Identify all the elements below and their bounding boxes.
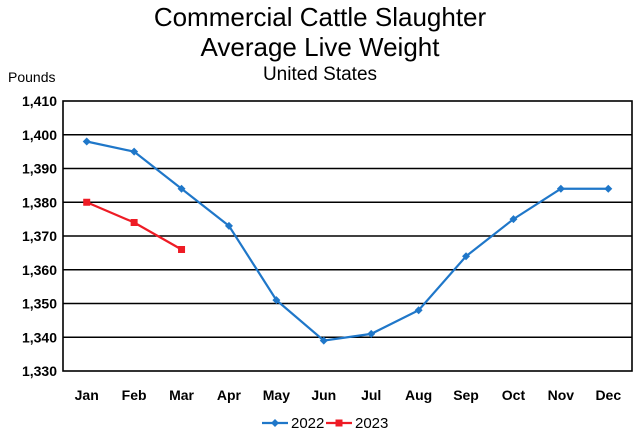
data-point-2022	[462, 252, 471, 261]
chart-title: Commercial Cattle Slaughter	[153, 2, 487, 32]
plot-area	[62, 100, 633, 372]
data-point-2022	[414, 306, 423, 315]
x-tick-label: Mar	[169, 387, 194, 403]
data-point-2022	[224, 221, 233, 230]
y-tick-label: 1,380	[22, 194, 57, 210]
x-tick-label: Jul	[361, 387, 381, 403]
y-tick-label: 1,340	[22, 329, 57, 345]
data-point-2022	[367, 329, 376, 338]
data-point-2022	[82, 137, 91, 146]
series-line-2022	[86, 140, 609, 342]
data-point-2023	[178, 246, 186, 253]
y-tick-label: 1,410	[22, 93, 57, 109]
data-point-2022	[509, 215, 518, 224]
x-tick-label: May	[263, 387, 290, 403]
y-tick-label: 1,330	[22, 363, 57, 379]
y-tick-label: 1,390	[22, 161, 57, 177]
chart-region-subtitle: United States	[262, 64, 378, 85]
data-point-2023	[83, 198, 91, 206]
x-tick-label: Aug	[405, 387, 432, 403]
legend-marker-2022	[271, 419, 279, 427]
legend-label-2022: 2022	[291, 415, 324, 432]
x-tick-label: Jun	[311, 387, 336, 403]
x-tick-label: Feb	[122, 387, 147, 403]
data-point-2022	[272, 296, 281, 305]
data-point-2022	[319, 336, 328, 345]
legend-label-2023: 2023	[355, 415, 388, 432]
y-tick-label: 1,370	[22, 228, 57, 244]
data-point-2022	[604, 184, 613, 193]
y-axis-label: Pounds	[8, 69, 56, 85]
x-tick-label: Sep	[453, 387, 479, 403]
y-tick-label: 1,350	[22, 296, 57, 312]
data-point-2023	[130, 219, 138, 226]
x-tick-label: Jan	[75, 387, 99, 403]
x-tick-label: Apr	[217, 387, 242, 403]
x-tick-label: Nov	[548, 387, 575, 403]
chart-subtitle: Average Live Weight	[200, 32, 440, 62]
legend-marker-2023	[335, 419, 343, 427]
data-point-2022	[130, 147, 139, 156]
x-tick-label: Oct	[502, 387, 526, 403]
data-point-2022	[177, 184, 186, 193]
x-tick-label: Dec	[595, 387, 621, 403]
y-tick-label: 1,400	[22, 127, 57, 143]
y-tick-label: 1,360	[22, 262, 57, 278]
data-point-2022	[556, 184, 565, 193]
